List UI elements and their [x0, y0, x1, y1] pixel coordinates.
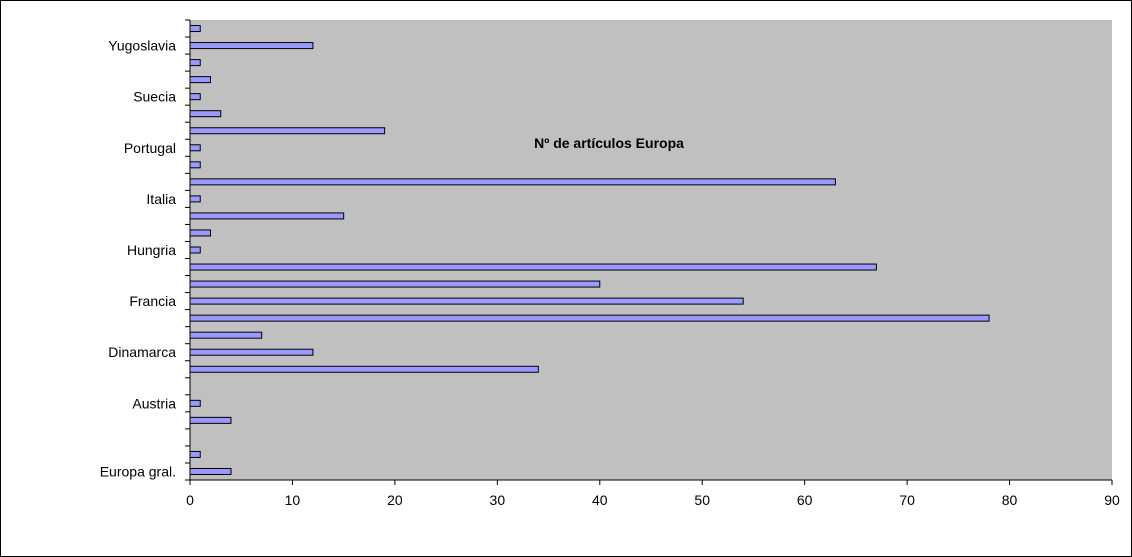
bar-17 [189, 178, 836, 186]
y-tick-label-0: Europa gral. [100, 463, 176, 479]
bar-7 [189, 348, 314, 356]
bar-6 [189, 365, 539, 373]
y-tick-label-13: Hungria [127, 242, 176, 258]
bar-21 [189, 110, 222, 118]
bar-1 [189, 450, 201, 458]
bar-10 [189, 297, 744, 305]
bar-22 [189, 93, 201, 101]
bar-19 [189, 144, 201, 152]
x-tick-label-1: 10 [285, 492, 301, 508]
y-tick-label-10: Francia [129, 293, 176, 309]
bar-23 [189, 76, 211, 84]
y-tick-label-4: Austria [132, 395, 176, 411]
x-tick-label-8: 80 [1002, 492, 1018, 508]
bar-25 [189, 42, 314, 50]
bar-12 [189, 263, 877, 271]
x-tick-label-2: 20 [387, 492, 403, 508]
bar-15 [189, 212, 345, 220]
x-tick-label-4: 40 [592, 492, 608, 508]
x-tick-label-7: 70 [899, 492, 915, 508]
bar-18 [189, 161, 201, 169]
x-tick-label-5: 50 [694, 492, 710, 508]
plot-area [190, 20, 1112, 480]
bar-13 [189, 246, 201, 254]
y-tick-label-25: Yugoslavia [108, 38, 176, 54]
bar-4 [189, 399, 201, 407]
y-tick-label-22: Suecia [133, 89, 176, 105]
x-tick-label-3: 30 [490, 492, 506, 508]
bar-24 [189, 59, 201, 67]
y-tick-label-19: Portugal [124, 140, 176, 156]
bar-3 [189, 416, 232, 424]
bar-9 [189, 314, 990, 322]
bar-11 [189, 280, 601, 288]
bar-16 [189, 195, 201, 203]
bar-20 [189, 127, 386, 135]
bar-8 [189, 331, 263, 339]
y-tick-label-16: Italia [146, 191, 176, 207]
x-tick-label-6: 60 [797, 492, 813, 508]
y-tick-label-7: Dinamarca [108, 344, 176, 360]
chart-title: Nº de artículos Europa [534, 135, 684, 151]
bar-0 [189, 467, 232, 475]
x-tick-label-0: 0 [186, 492, 194, 508]
bar-26 [189, 25, 201, 33]
bar-14 [189, 229, 211, 237]
x-tick-label-9: 90 [1104, 492, 1120, 508]
